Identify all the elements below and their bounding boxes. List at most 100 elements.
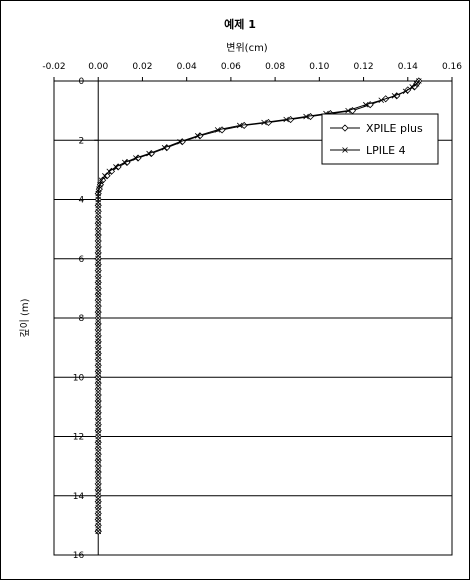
data-point — [147, 150, 155, 158]
data-point — [95, 232, 102, 238]
plot-area: -0.02 0.00 0.02 0.04 0.06 0.08 0.10 0.12 0.14 0.1… — [42, 62, 462, 561]
data-point — [95, 445, 102, 452]
data-point — [95, 481, 102, 487]
x-tick-label: 0.14 — [398, 62, 418, 72]
chart-title: 예제 1 — [224, 17, 256, 31]
data-point — [102, 173, 108, 179]
y-tick-label: 4 — [78, 196, 84, 206]
data-point — [95, 386, 102, 392]
data-point — [95, 404, 102, 410]
data-point — [95, 226, 102, 232]
x-tick-label: 0.04 — [177, 62, 197, 72]
data-point — [123, 158, 131, 167]
data-point — [106, 168, 113, 175]
data-point — [95, 439, 102, 446]
data-point — [95, 350, 102, 357]
legend-marker — [341, 124, 349, 132]
data-point — [95, 368, 102, 375]
data-point — [95, 510, 102, 517]
data-point — [95, 433, 102, 440]
data-point — [345, 107, 351, 114]
data-point — [95, 332, 102, 339]
y-tick-label: 10 — [73, 373, 85, 383]
data-point — [95, 190, 102, 197]
data-point — [409, 84, 415, 90]
data-point — [410, 83, 418, 91]
data-point — [107, 167, 116, 175]
x-tick-label: 0.06 — [221, 62, 241, 72]
data-point — [97, 181, 103, 188]
data-point — [95, 297, 102, 304]
data-point — [95, 327, 102, 333]
legend-marker — [342, 147, 348, 153]
data-point — [163, 144, 171, 152]
data-point — [95, 279, 102, 286]
data-point — [113, 164, 119, 170]
data-point — [95, 415, 102, 422]
data-point — [95, 344, 102, 351]
data-point — [95, 362, 102, 369]
legend-box — [321, 113, 439, 165]
data-point — [95, 516, 102, 523]
data-point — [95, 267, 102, 274]
data-point — [95, 303, 102, 309]
data-point — [95, 208, 102, 215]
data-point — [214, 127, 221, 133]
data-point — [95, 255, 102, 262]
x-tick-label: 0.00 — [88, 62, 108, 72]
y-tick-label: 6 — [78, 255, 84, 265]
data-point — [95, 492, 102, 499]
x-tick-label: 0.02 — [132, 62, 152, 72]
data-point — [391, 93, 398, 99]
data-point — [236, 122, 243, 129]
data-point — [95, 504, 102, 511]
data-point — [95, 380, 102, 386]
data-point — [95, 250, 102, 256]
data-point — [95, 261, 102, 268]
data-point — [402, 88, 409, 95]
data-point — [161, 144, 168, 151]
data-point — [95, 427, 102, 434]
data-point — [95, 196, 102, 203]
data-point — [95, 398, 102, 404]
legend-label: LPILE 4 — [366, 144, 406, 157]
data-point — [95, 522, 102, 529]
data-point — [95, 309, 102, 315]
data-point — [95, 463, 102, 469]
data-point — [95, 244, 102, 250]
data-point — [95, 202, 102, 209]
data-point — [95, 321, 102, 327]
data-point — [95, 475, 102, 481]
data-point — [95, 528, 102, 535]
data-point — [95, 238, 102, 244]
data-point — [362, 101, 369, 108]
x-tick-label: 0.08 — [265, 62, 285, 72]
data-point — [261, 119, 267, 126]
data-point — [95, 457, 102, 463]
data-point — [95, 356, 102, 363]
data-point — [103, 172, 111, 180]
y-tick-label: 2 — [78, 136, 84, 146]
y-tick-label: 0 — [78, 77, 84, 87]
data-point — [95, 487, 102, 493]
data-point — [416, 78, 422, 84]
data-point — [95, 338, 102, 345]
data-point — [95, 220, 102, 226]
data-point — [96, 186, 102, 192]
y-axis-label: 깊이 (m) — [19, 298, 31, 337]
y-tick-label: 14 — [73, 492, 85, 502]
data-point — [95, 392, 102, 398]
x-tick-label: 0.16 — [442, 62, 462, 72]
data-point — [98, 177, 105, 184]
y-tick-label: 16 — [73, 551, 85, 561]
data-point — [194, 133, 201, 139]
data-point — [177, 138, 183, 145]
y-tick-label: 8 — [78, 314, 84, 324]
data-point — [95, 291, 102, 298]
data-point — [95, 374, 102, 381]
data-point — [95, 469, 102, 475]
data-point — [95, 214, 102, 221]
y-tick-label: 12 — [73, 433, 84, 443]
x-tick-label: -0.02 — [42, 62, 65, 72]
